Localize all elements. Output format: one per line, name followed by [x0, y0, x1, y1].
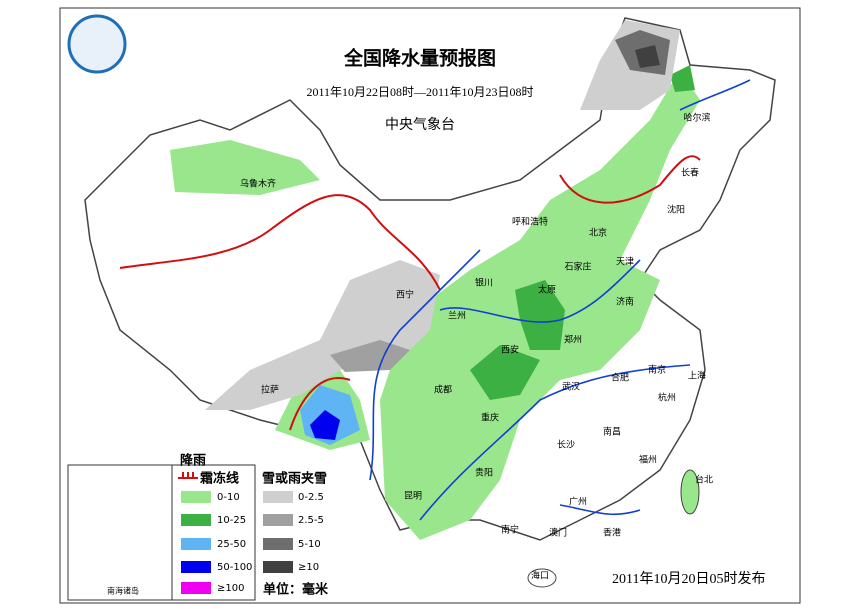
snow-title: 雪或雨夹雪 — [262, 471, 327, 487]
rain-area — [310, 410, 340, 440]
city-label: 沈阳 — [667, 204, 685, 216]
logo — [67, 14, 127, 74]
city-label: 西安 — [501, 344, 519, 356]
city-label: 兰州 — [448, 310, 466, 322]
legend-label: 0-10 — [217, 492, 240, 503]
city-label: 哈尔滨 — [683, 112, 710, 124]
city-label: 西宁 — [396, 289, 414, 301]
issue-time: 2011年10月20日05时发布 — [612, 571, 765, 587]
legend-label: 2.5-5 — [298, 515, 324, 526]
issuer: 中央气象台 — [385, 117, 455, 133]
city-label: 银川 — [475, 277, 493, 289]
city-label: 南宁 — [501, 524, 519, 536]
legend-swatch — [181, 582, 211, 594]
legend-swatch — [181, 538, 211, 550]
city-label: 太原 — [538, 284, 556, 296]
city-label: 成都 — [434, 384, 452, 396]
period: 2011年10月22日08时—2011年10月23日08时 — [306, 85, 533, 99]
rain-area — [515, 280, 565, 350]
city-label: 台北 — [695, 474, 713, 486]
hainan — [527, 568, 557, 588]
city-label: 昆明 — [404, 491, 422, 502]
legend-label: ≥100 — [217, 583, 244, 594]
city-label: 上海 — [688, 370, 706, 382]
city-label: 重庆 — [481, 412, 499, 424]
city-label: 石家庄 — [564, 261, 591, 273]
city-label: 海口 — [531, 570, 549, 582]
legend-swatch — [181, 514, 211, 526]
legend-swatch — [263, 561, 293, 573]
legend-label: 10-25 — [217, 515, 246, 526]
city-label: 杭州 — [658, 392, 676, 404]
city-label: 南昌 — [603, 426, 621, 438]
rain-area — [670, 65, 695, 92]
legend-swatch — [263, 538, 293, 550]
frost-line — [119, 155, 701, 431]
city-label: 香港 — [603, 527, 621, 539]
legend-swatch — [263, 491, 293, 503]
city-label: 乌鲁木齐 — [240, 178, 276, 190]
city-label: 天津 — [616, 257, 634, 268]
city-label: 福州 — [639, 454, 657, 466]
legend-label: 0-2.5 — [298, 492, 324, 503]
legend-label: 25-50 — [217, 539, 246, 550]
inset-box — [67, 464, 173, 601]
rain-area — [470, 345, 540, 400]
map-title: 全国降水量预报图 — [343, 46, 496, 69]
city-label: 南京 — [648, 364, 666, 376]
city-label: 拉萨 — [261, 384, 279, 396]
rain-area — [170, 140, 320, 195]
city-label: 广州 — [569, 496, 587, 508]
snow-area — [330, 340, 410, 372]
legend-label: 5-10 — [298, 539, 321, 550]
frost-line-label: 霜冻线 — [199, 471, 239, 487]
city-label: 长沙 — [557, 439, 575, 451]
city-label: 济南 — [616, 296, 634, 308]
snow-area — [205, 260, 440, 410]
legend-label: ≥10 — [298, 562, 319, 573]
legend-swatch — [181, 561, 211, 573]
legend-swatch — [181, 491, 211, 503]
taiwan — [680, 469, 700, 515]
rain-title: 降雨 — [180, 453, 206, 469]
river — [369, 79, 751, 521]
city-label: 呼和浩特 — [512, 216, 548, 228]
legend-label: 50-100 — [217, 562, 252, 573]
snow-area — [635, 45, 660, 68]
city-label: 武汉 — [562, 381, 580, 393]
city-label: 澳门 — [549, 527, 567, 539]
city-label: 长春 — [681, 167, 699, 179]
city-label: 北京 — [589, 227, 607, 239]
city-label: 郑州 — [564, 334, 582, 346]
inset-label: 南海诸岛 — [107, 586, 139, 596]
city-label: 贵阳 — [475, 467, 493, 479]
legend-swatch — [263, 514, 293, 526]
frost-line-swatch — [178, 472, 198, 479]
unit: 单位：毫米 — [263, 582, 329, 598]
city-label: 合肥 — [611, 372, 629, 384]
